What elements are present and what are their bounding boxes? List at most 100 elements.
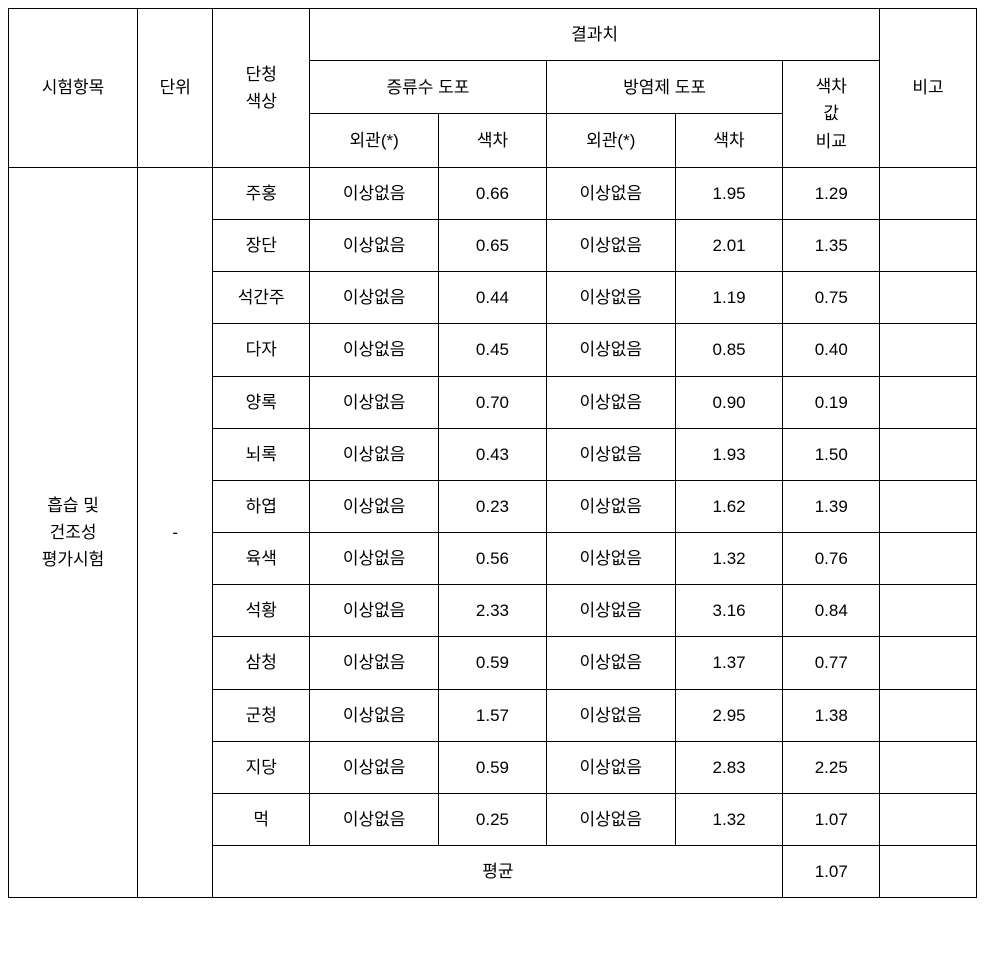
cell-fr-appearance: 이상없음 <box>546 324 675 376</box>
cell-average-label: 평균 <box>213 846 783 898</box>
cell-color: 하엽 <box>213 480 310 532</box>
cell-compare: 1.50 <box>783 428 880 480</box>
cell-note <box>880 428 977 480</box>
cell-fr-diff: 1.95 <box>675 167 783 219</box>
cell-note <box>880 272 977 324</box>
cell-dw-appearance: 이상없음 <box>310 689 439 741</box>
cell-compare: 1.39 <box>783 480 880 532</box>
cell-dw-appearance: 이상없음 <box>310 585 439 637</box>
cell-fr-diff: 1.32 <box>675 533 783 585</box>
cell-fr-appearance: 이상없음 <box>546 533 675 585</box>
header-test-item: 시험항목 <box>9 9 138 168</box>
cell-color: 먹 <box>213 794 310 846</box>
cell-fr-appearance: 이상없음 <box>546 219 675 271</box>
cell-color: 장단 <box>213 219 310 271</box>
cell-note <box>880 846 977 898</box>
cell-compare: 0.75 <box>783 272 880 324</box>
header-color: 단청색상 <box>213 9 310 168</box>
cell-dw-diff: 0.25 <box>439 794 547 846</box>
cell-dw-diff: 0.45 <box>439 324 547 376</box>
cell-fr-appearance: 이상없음 <box>546 637 675 689</box>
cell-color: 육색 <box>213 533 310 585</box>
cell-fr-appearance: 이상없음 <box>546 689 675 741</box>
cell-note <box>880 794 977 846</box>
cell-color: 주홍 <box>213 167 310 219</box>
cell-note <box>880 533 977 585</box>
cell-fr-appearance: 이상없음 <box>546 376 675 428</box>
cell-compare: 0.76 <box>783 533 880 585</box>
cell-note <box>880 741 977 793</box>
cell-compare: 1.07 <box>783 794 880 846</box>
cell-compare: 0.84 <box>783 585 880 637</box>
cell-dw-appearance: 이상없음 <box>310 533 439 585</box>
cell-dw-diff: 0.56 <box>439 533 547 585</box>
cell-compare: 0.19 <box>783 376 880 428</box>
cell-dw-diff: 0.44 <box>439 272 547 324</box>
cell-compare: 0.77 <box>783 637 880 689</box>
cell-note <box>880 585 977 637</box>
cell-fr-appearance: 이상없음 <box>546 741 675 793</box>
cell-compare: 1.38 <box>783 689 880 741</box>
cell-dw-diff: 0.23 <box>439 480 547 532</box>
cell-fr-appearance: 이상없음 <box>546 428 675 480</box>
cell-dw-appearance: 이상없음 <box>310 324 439 376</box>
cell-dw-appearance: 이상없음 <box>310 167 439 219</box>
cell-compare: 1.29 <box>783 167 880 219</box>
cell-fr-appearance: 이상없음 <box>546 585 675 637</box>
header-fr-appearance: 외관(*) <box>546 114 675 167</box>
cell-fr-appearance: 이상없음 <box>546 272 675 324</box>
cell-fr-diff: 1.62 <box>675 480 783 532</box>
cell-note <box>880 480 977 532</box>
table-header: 시험항목 단위 단청색상 결과치 비고 증류수 도포 방염제 도포 색차값비교 … <box>9 9 977 168</box>
header-dw-appearance: 외관(*) <box>310 114 439 167</box>
header-compare: 색차값비교 <box>783 61 880 168</box>
cell-dw-appearance: 이상없음 <box>310 741 439 793</box>
cell-fr-diff: 0.90 <box>675 376 783 428</box>
cell-compare: 2.25 <box>783 741 880 793</box>
cell-dw-appearance: 이상없음 <box>310 272 439 324</box>
header-distilled-water: 증류수 도포 <box>310 61 547 114</box>
cell-dw-diff: 0.65 <box>439 219 547 271</box>
cell-dw-appearance: 이상없음 <box>310 637 439 689</box>
cell-fr-diff: 1.37 <box>675 637 783 689</box>
cell-dw-diff: 0.59 <box>439 741 547 793</box>
cell-dw-appearance: 이상없음 <box>310 219 439 271</box>
cell-dw-diff: 0.59 <box>439 637 547 689</box>
cell-fr-diff: 3.16 <box>675 585 783 637</box>
cell-dw-appearance: 이상없음 <box>310 428 439 480</box>
cell-color: 다자 <box>213 324 310 376</box>
cell-dw-diff: 2.33 <box>439 585 547 637</box>
cell-color: 석황 <box>213 585 310 637</box>
table-body: 흡습 및건조성평가시험-주홍이상없음0.66이상없음1.951.29장단이상없음… <box>9 167 977 898</box>
cell-dw-diff: 0.66 <box>439 167 547 219</box>
cell-note <box>880 167 977 219</box>
cell-fr-diff: 1.93 <box>675 428 783 480</box>
cell-color: 지당 <box>213 741 310 793</box>
cell-note <box>880 637 977 689</box>
cell-test-item: 흡습 및건조성평가시험 <box>9 167 138 898</box>
cell-dw-diff: 0.70 <box>439 376 547 428</box>
cell-unit: - <box>138 167 213 898</box>
cell-color: 삼청 <box>213 637 310 689</box>
cell-compare: 0.40 <box>783 324 880 376</box>
header-fr-diff: 색차 <box>675 114 783 167</box>
cell-average-value: 1.07 <box>783 846 880 898</box>
cell-fr-diff: 0.85 <box>675 324 783 376</box>
cell-dw-appearance: 이상없음 <box>310 376 439 428</box>
cell-color: 뇌록 <box>213 428 310 480</box>
cell-dw-appearance: 이상없음 <box>310 480 439 532</box>
header-unit: 단위 <box>138 9 213 168</box>
header-flame-retardant: 방염제 도포 <box>546 61 783 114</box>
cell-fr-diff: 2.83 <box>675 741 783 793</box>
cell-note <box>880 324 977 376</box>
cell-note <box>880 689 977 741</box>
cell-color: 양록 <box>213 376 310 428</box>
cell-fr-diff: 2.01 <box>675 219 783 271</box>
cell-fr-diff: 1.32 <box>675 794 783 846</box>
header-note: 비고 <box>880 9 977 168</box>
cell-compare: 1.35 <box>783 219 880 271</box>
cell-dw-diff: 0.43 <box>439 428 547 480</box>
cell-dw-diff: 1.57 <box>439 689 547 741</box>
cell-color: 석간주 <box>213 272 310 324</box>
cell-color: 군청 <box>213 689 310 741</box>
